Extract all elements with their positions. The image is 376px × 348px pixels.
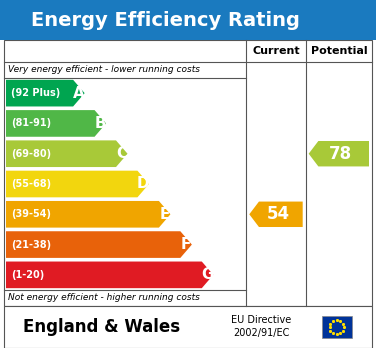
Text: F: F	[181, 237, 191, 252]
Text: Current: Current	[252, 46, 300, 56]
Polygon shape	[309, 141, 369, 166]
Text: D: D	[137, 176, 150, 191]
Text: G: G	[201, 267, 214, 282]
Text: Very energy efficient - lower running costs: Very energy efficient - lower running co…	[8, 65, 200, 74]
Text: Potential: Potential	[311, 46, 367, 56]
Text: (55-68): (55-68)	[11, 179, 51, 189]
Text: (21-38): (21-38)	[11, 239, 51, 250]
Text: E: E	[159, 207, 170, 222]
Bar	[4, 40, 372, 306]
Bar	[4, 306, 372, 348]
Polygon shape	[6, 140, 127, 167]
Text: 54: 54	[266, 205, 290, 223]
Text: Energy Efficiency Rating: Energy Efficiency Rating	[31, 10, 300, 30]
Bar	[0, 0, 376, 40]
Polygon shape	[249, 201, 303, 227]
Text: England & Wales: England & Wales	[23, 318, 180, 336]
Text: (81-91): (81-91)	[11, 118, 51, 128]
Text: (92 Plus): (92 Plus)	[11, 88, 60, 98]
Text: 2002/91/EC: 2002/91/EC	[233, 328, 290, 338]
Polygon shape	[6, 262, 213, 288]
Text: C: C	[116, 146, 127, 161]
Polygon shape	[6, 110, 106, 137]
Text: Not energy efficient - higher running costs: Not energy efficient - higher running co…	[8, 293, 200, 302]
Polygon shape	[6, 201, 170, 228]
Polygon shape	[6, 171, 149, 197]
Text: (39-54): (39-54)	[11, 209, 51, 219]
Polygon shape	[6, 231, 192, 258]
Text: A: A	[73, 86, 85, 101]
Bar	[321, 316, 352, 338]
Text: EU Directive: EU Directive	[231, 315, 291, 325]
Polygon shape	[6, 80, 85, 106]
Text: (1-20): (1-20)	[11, 270, 44, 280]
Text: 78: 78	[329, 145, 352, 163]
Text: (69-80): (69-80)	[11, 149, 51, 159]
Text: B: B	[94, 116, 106, 131]
